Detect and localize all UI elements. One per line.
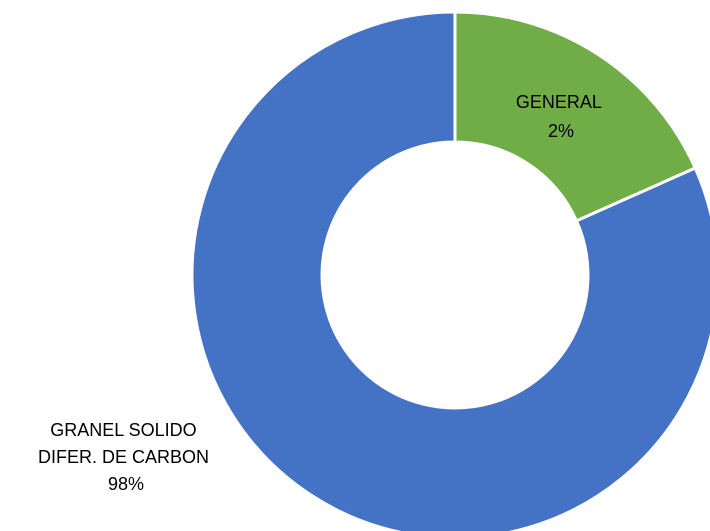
slice-label-general-percent: 2% bbox=[548, 121, 574, 141]
slice-label-granel-percent: 98% bbox=[108, 474, 144, 494]
slice-label-granel-line1: GRANEL SOLIDO bbox=[50, 420, 196, 440]
donut-slice-general bbox=[453, 10, 698, 223]
slice-label-general: GENERAL 2% bbox=[516, 92, 606, 141]
donut-slices bbox=[190, 10, 710, 531]
slice-label-granel: GRANEL SOLIDO DIFER. DE CARBON 98% bbox=[38, 420, 214, 494]
donut-slice-granel-solido-difer-de-carbon bbox=[190, 10, 710, 531]
slice-label-granel-line2: DIFER. DE CARBON bbox=[38, 447, 209, 467]
slice-label-general-name: GENERAL bbox=[516, 92, 602, 112]
